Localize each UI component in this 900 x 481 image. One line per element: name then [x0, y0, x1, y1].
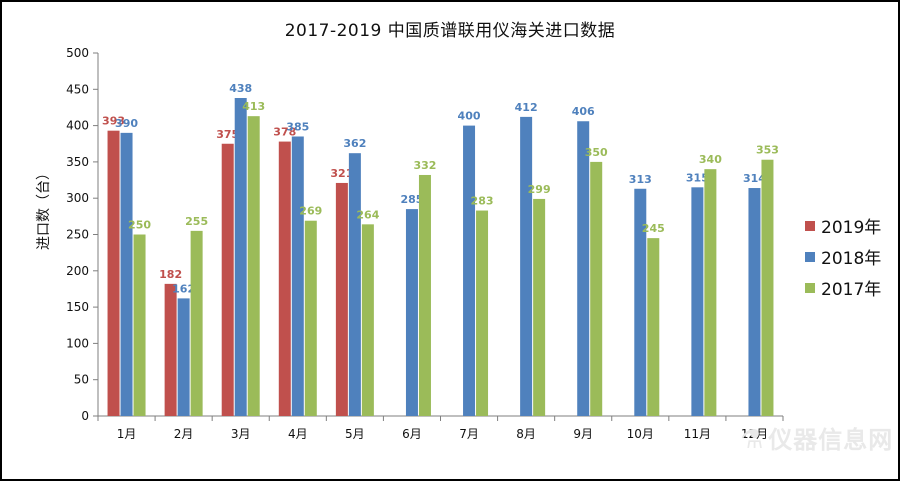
- watermark: ⚗ 仪器信息网: [740, 420, 893, 455]
- bar-2017-11: [704, 169, 717, 416]
- bar-2017-2: [190, 230, 203, 416]
- chart-legend: 2019年 2018年 2017年: [805, 210, 881, 303]
- data-label: 390: [115, 117, 138, 130]
- data-label: 264: [356, 208, 379, 221]
- bar-2018-1: [120, 132, 133, 417]
- y-tick-label: 150: [66, 300, 89, 314]
- legend-swatch: [805, 220, 815, 231]
- y-tick-label: 500: [66, 46, 89, 60]
- y-tick-label: 0: [81, 409, 89, 423]
- legend-label: 2019年: [821, 218, 882, 238]
- data-label: 269: [299, 205, 322, 218]
- data-label: 285: [400, 193, 423, 206]
- data-label: 313: [629, 173, 652, 186]
- x-tick-label: 2月: [174, 427, 194, 441]
- data-label: 321: [330, 167, 353, 180]
- bar-2018-9: [577, 121, 590, 416]
- data-label: 340: [699, 153, 722, 166]
- bar-2018-3: [234, 98, 247, 417]
- bar-2018-11: [691, 187, 704, 416]
- data-label: 438: [229, 82, 252, 95]
- bar-2017-10: [647, 238, 660, 416]
- bar-2017-12: [761, 159, 774, 417]
- legend-swatch: [805, 251, 815, 262]
- x-tick-label: 6月: [402, 427, 422, 441]
- y-tick-label: 300: [66, 191, 89, 205]
- bar-2017-5: [361, 224, 374, 416]
- data-label: 332: [413, 159, 436, 172]
- data-label: 283: [471, 195, 494, 208]
- y-tick-label: 200: [66, 264, 89, 278]
- chart-title: 2017-2019 中国质谱联用仪海关进口数据: [284, 21, 616, 41]
- data-label: 315: [686, 171, 709, 184]
- data-label: 385: [286, 120, 309, 133]
- x-tick-label: 8月: [516, 427, 536, 441]
- bar-2019-2: [164, 283, 177, 416]
- legend-label: 2018年: [821, 249, 882, 269]
- y-tick-label: 400: [66, 119, 89, 133]
- data-label: 299: [528, 183, 551, 196]
- legend-item-2019: 2019年: [805, 210, 881, 241]
- bar-2017-8: [533, 198, 546, 416]
- bar-2017-3: [247, 116, 260, 417]
- x-tick-label: 1月: [117, 427, 137, 441]
- data-label: 182: [159, 268, 182, 281]
- data-label: 255: [185, 215, 208, 228]
- data-label: 412: [515, 101, 538, 114]
- bar-2017-7: [476, 210, 489, 416]
- y-tick-label: 450: [66, 82, 89, 96]
- data-label: 378: [273, 126, 296, 139]
- legend-item-2018: 2018年: [805, 241, 881, 272]
- bar-2017-1: [133, 234, 146, 416]
- x-tick-label: 9月: [573, 427, 593, 441]
- bar-2018-8: [520, 116, 533, 416]
- x-tick-label: 4月: [288, 427, 308, 441]
- data-label: 353: [756, 144, 779, 157]
- watermark-text: 仪器信息网: [768, 426, 894, 454]
- bar-2018-12: [748, 188, 761, 416]
- y-tick-label: 50: [74, 373, 89, 387]
- data-label: 250: [128, 219, 151, 232]
- bar-2018-4: [291, 136, 304, 417]
- bar-2018-2: [177, 298, 190, 416]
- data-label: 413: [242, 100, 265, 113]
- bar-2019-1: [107, 130, 120, 416]
- data-label: 393: [102, 115, 125, 128]
- x-tick-label: 10月: [627, 427, 654, 441]
- bar-2017-4: [304, 220, 317, 416]
- data-label: 162: [172, 282, 195, 295]
- bar-2018-5: [348, 153, 361, 417]
- data-label: 375: [216, 128, 239, 141]
- bar-2019-3: [221, 143, 234, 416]
- bar-2018-10: [634, 188, 647, 416]
- data-label: 362: [343, 137, 366, 150]
- bar-2018-7: [463, 125, 476, 416]
- data-label: 314: [743, 172, 766, 185]
- data-label: 350: [585, 146, 608, 159]
- legend-item-2017: 2017年: [805, 272, 881, 303]
- legend-label: 2017年: [821, 280, 882, 300]
- data-label: 400: [458, 110, 481, 123]
- data-label: 245: [642, 222, 665, 235]
- x-tick-label: 11月: [684, 427, 711, 441]
- x-tick-label: 12月: [741, 427, 768, 441]
- y-tick-label: 250: [66, 228, 89, 242]
- x-tick-label: 3月: [231, 427, 251, 441]
- bar-2017-6: [418, 174, 431, 416]
- legend-swatch: [805, 282, 815, 293]
- x-tick-label: 5月: [345, 427, 365, 441]
- bar-2019-5: [335, 182, 348, 416]
- instrument-logo-icon: ⚗: [740, 425, 765, 455]
- x-tick-label: 7月: [459, 427, 479, 441]
- bar-2019-4: [278, 141, 291, 416]
- bar-2017-9: [590, 161, 603, 416]
- data-label: 406: [572, 105, 595, 118]
- bar-2018-6: [405, 209, 418, 416]
- y-tick-label: 100: [66, 336, 89, 350]
- y-tick-label: 350: [66, 155, 89, 169]
